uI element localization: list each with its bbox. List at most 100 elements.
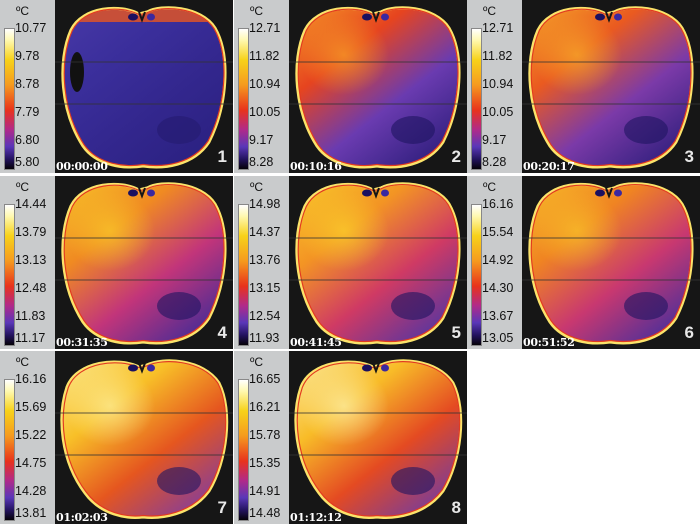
panel-number: 2 [451, 147, 461, 166]
colorbar-tick-label: 11.82 [482, 49, 513, 63]
colorbar-tick-label: 16.65 [249, 372, 281, 386]
colorbar-strip: ºC 12.71 11.82 10.94 10.05 9.17 8.28 [234, 0, 289, 173]
apple-thermal-map [61, 360, 227, 518]
colorbar-tick-label: 9.17 [249, 133, 274, 147]
colorbar-tick-label: 14.48 [249, 506, 281, 520]
unit-label: ºC [483, 180, 497, 194]
stem-cavity [362, 189, 372, 197]
thermal-panel-6: ºC 16.16 15.54 14.92 14.30 13.67 13.05 00:51:… [467, 176, 700, 349]
colorbar-tick-label: 10.94 [249, 77, 281, 91]
stem-cavity [595, 189, 605, 197]
thermal-panel-2: ºC 12.71 11.82 10.94 10.05 9.17 8.28 00:10:16… [234, 0, 467, 173]
thermal-panel-4: ºC 14.44 13.79 13.13 12.48 11.83 11.17 00:31:… [0, 176, 233, 349]
colorbar-tick-label: 10.77 [15, 21, 47, 35]
thermal-image [289, 176, 467, 349]
timestamp: 00:51:52 [523, 336, 575, 349]
colorbar-tick-label: 11.82 [249, 49, 280, 63]
colorbar-strip: ºC 12.71 11.82 10.94 10.05 9.17 8.28 [467, 0, 522, 173]
colorbar-tick-label: 14.98 [249, 197, 281, 211]
thermal-image [55, 351, 233, 524]
stem-cavity [595, 13, 605, 21]
colorbar-tick-label: 14.44 [15, 197, 47, 211]
colorbar [4, 28, 15, 170]
colorbar-tick-label: 13.67 [482, 309, 514, 323]
unit-label: ºC [16, 355, 30, 369]
panel-number: 6 [684, 323, 694, 342]
unit-label: ºC [250, 4, 264, 18]
colorbar-tick-label: 10.05 [249, 105, 281, 119]
colorbar-tick-label: 12.54 [249, 309, 281, 323]
timestamp: 00:20:17 [523, 160, 575, 173]
colorbar [238, 28, 249, 170]
colorbar-tick-label: 12.48 [15, 281, 47, 295]
colorbar [4, 379, 15, 521]
colorbar-tick-label: 11.17 [15, 331, 46, 345]
colorbar-strip: ºC 16.16 15.54 14.92 14.30 13.67 13.05 [467, 176, 522, 349]
colorbar-tick-label: 13.81 [15, 506, 47, 520]
colorbar-tick-label: 7.79 [15, 105, 40, 119]
thermal-panel-3: ºC 12.71 11.82 10.94 10.05 9.17 8.28 00:20:17… [467, 0, 700, 173]
colorbar-tick-label: 10.94 [482, 77, 514, 91]
timestamp: 00:41:45 [290, 336, 342, 349]
panel-number: 8 [451, 498, 461, 517]
thermal-panel-1: ºC 10.77 9.78 8.78 7.79 6.80 5.80 00:00:00 1 [0, 0, 233, 173]
colorbar-tick-label: 8.28 [249, 155, 274, 169]
colorbar [238, 379, 249, 521]
colorbar-tick-label: 14.92 [482, 253, 514, 267]
colorbar-tick-label: 11.83 [15, 309, 46, 323]
colorbar-tick-label: 10.05 [482, 105, 514, 119]
timestamp: 00:00:00 [56, 160, 108, 173]
thermal-image [289, 0, 467, 173]
colorbar-tick-label: 16.16 [15, 372, 47, 386]
timestamp: 00:10:16 [290, 160, 342, 173]
thermal-panel-5: ºC 14.98 14.37 13.76 13.15 12.54 11.93 00:41:… [234, 176, 467, 349]
colorbar-tick-label: 15.22 [15, 428, 47, 442]
colorbar-tick-label: 13.13 [15, 253, 47, 267]
colorbar-strip: ºC 16.16 15.69 15.22 14.75 14.28 13.81 [0, 351, 55, 524]
apple-thermal-map [529, 7, 693, 167]
colorbar [4, 204, 15, 346]
unit-label: ºC [250, 355, 264, 369]
colorbar-tick-label: 15.78 [249, 428, 281, 442]
colorbar-tick-label: 8.28 [482, 155, 507, 169]
colorbar-tick-label: 14.91 [249, 484, 281, 498]
unit-label: ºC [16, 4, 30, 18]
thermal-panel-7: ºC 16.16 15.69 15.22 14.75 14.28 13.81 01:02:… [0, 351, 233, 524]
colorbar-tick-label: 16.16 [482, 197, 514, 211]
timestamp: 01:12:12 [290, 511, 342, 524]
unit-label: ºC [16, 180, 30, 194]
apple-thermal-map [529, 183, 693, 343]
colorbar-tick-label: 14.30 [482, 281, 514, 295]
stem-cavity [362, 13, 372, 21]
colorbar-tick-label: 16.21 [249, 400, 281, 414]
colorbar [238, 204, 249, 346]
thermal-panel-8: ºC 16.65 16.21 15.78 15.35 14.91 14.48 01:12:… [234, 351, 467, 524]
timestamp: 00:31:35 [56, 336, 108, 349]
colorbar-tick-label: 8.78 [15, 77, 40, 91]
colorbar-tick-label: 13.15 [249, 281, 281, 295]
thermal-image [522, 176, 700, 349]
panel-number: 5 [451, 323, 461, 342]
colorbar-tick-label: 12.71 [249, 21, 281, 35]
panel-number: 7 [217, 498, 227, 517]
colorbar-tick-label: 9.17 [482, 133, 507, 147]
colorbar-tick-label: 11.93 [249, 331, 280, 345]
colorbar-tick-label: 9.78 [15, 49, 40, 63]
panel-number: 4 [217, 323, 227, 342]
stem-cavity [128, 189, 138, 197]
unit-label: ºC [483, 4, 497, 18]
colorbar-strip: ºC 14.44 13.79 13.13 12.48 11.83 11.17 [0, 176, 55, 349]
thermal-image [289, 351, 467, 524]
apple-thermal-map [295, 360, 461, 518]
colorbar-tick-label: 13.79 [15, 225, 47, 239]
apple-thermal-map [296, 183, 460, 343]
thermal-image [55, 176, 233, 349]
colorbar-strip: ºC 16.65 16.21 15.78 15.35 14.91 14.48 [234, 351, 289, 524]
thermal-image [55, 0, 233, 173]
stem-cavity [128, 364, 138, 372]
colorbar-strip: ºC 14.98 14.37 13.76 13.15 12.54 11.93 [234, 176, 289, 349]
colorbar-tick-label: 6.80 [15, 133, 40, 147]
colorbar-tick-label: 14.28 [15, 484, 47, 498]
colorbar-tick-label: 5.80 [15, 155, 40, 169]
